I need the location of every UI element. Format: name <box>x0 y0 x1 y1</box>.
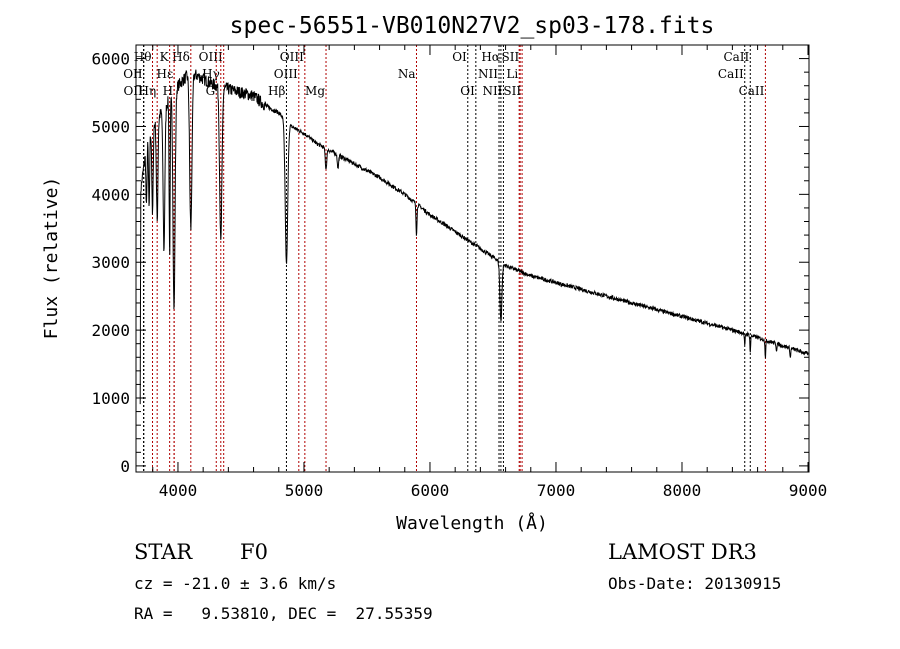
y-tick-label: 5000 <box>91 117 130 136</box>
line-marker-label: OI <box>460 84 475 98</box>
line-marker-label: OIII <box>274 67 298 81</box>
line-marker-label: Mg <box>305 84 325 98</box>
line-marker-label: Hη <box>139 84 157 98</box>
y-tick-label: 1000 <box>91 389 130 408</box>
line-marker-label: Hβ <box>268 84 285 98</box>
survey-name: LAMOST DR3 <box>608 540 757 564</box>
line-marker-label: SII <box>503 84 521 98</box>
chart-title: spec-56551-VB010N27V2_sp03-178.fits <box>230 13 715 39</box>
line-marker-label: CaII <box>718 67 744 81</box>
line-marker-label: Hδ <box>172 50 190 64</box>
line-marker-label: CaII <box>739 84 765 98</box>
object-subclass: F0 <box>240 540 268 564</box>
obs-date: Obs-Date: 20130915 <box>608 574 782 593</box>
line-marker-label: OIII <box>280 50 304 64</box>
line-marker-label: G <box>206 84 216 98</box>
y-tick-label: 6000 <box>91 50 130 69</box>
y-tick-label: 0 <box>120 457 130 476</box>
plot-frame <box>135 44 810 473</box>
line-marker-label: SII <box>501 50 519 64</box>
x-tick-label: 4000 <box>159 481 198 500</box>
object-class: STAR <box>134 540 193 564</box>
line-marker-label: Na <box>398 67 416 81</box>
line-marker-label: Li <box>506 67 518 81</box>
y-tick-label: 3000 <box>91 253 130 272</box>
line-marker-label: NII <box>482 84 502 98</box>
x-tick-label: 5000 <box>285 481 324 500</box>
y-axis-label: Flux (relative) <box>41 177 62 340</box>
line-marker-label: Hθ <box>134 50 152 64</box>
coordinates-text: RA = 9.53810, DEC = 27.55359 <box>134 604 433 623</box>
line-marker-label: OIII <box>199 50 223 64</box>
y-tick-label: 4000 <box>91 185 130 204</box>
x-tick-label: 9000 <box>789 481 828 500</box>
y-tick-label: 2000 <box>91 321 130 340</box>
line-marker-label: K <box>160 50 170 64</box>
line-marker-label: Hγ <box>202 67 220 81</box>
spectrum-line <box>139 69 809 405</box>
x-axis-label: Wavelength (Å) <box>396 512 548 534</box>
line-marker-label: OI <box>452 50 467 64</box>
x-tick-label: 7000 <box>537 481 576 500</box>
redshift-text: cz = -21.0 ± 3.6 km/s <box>134 574 337 593</box>
line-marker-label: CaII <box>723 50 749 64</box>
line-marker-label: Hα <box>481 50 500 64</box>
x-tick-label: 6000 <box>411 481 450 500</box>
line-marker-label: H <box>163 84 173 98</box>
line-marker-label: Hε <box>156 67 173 81</box>
line-marker-label: OII <box>123 84 143 98</box>
line-marker-label: OII <box>123 67 143 81</box>
x-tick-label: 8000 <box>663 481 702 500</box>
line-marker-label: NII <box>478 67 498 81</box>
